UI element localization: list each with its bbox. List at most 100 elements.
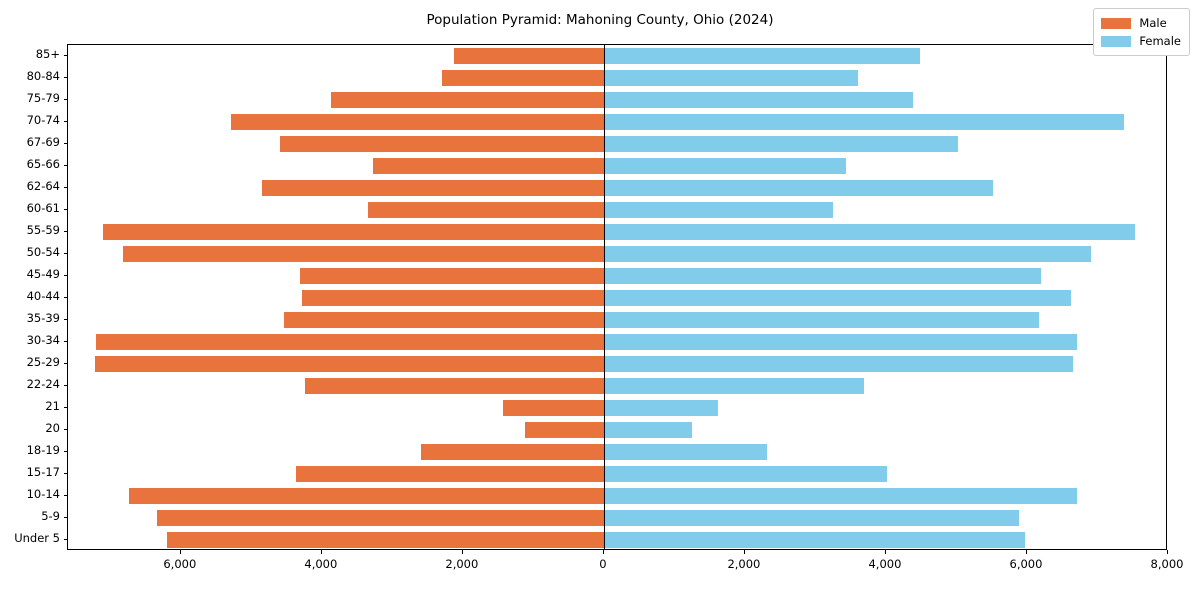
x-tick-label: 6,000 [163, 557, 197, 571]
x-tick-mark [884, 550, 886, 554]
x-tick-mark [602, 550, 604, 554]
x-tick-label: 4,000 [868, 557, 902, 571]
y-tick-label: 30-34 [26, 333, 60, 347]
bar-male [122, 246, 604, 262]
y-tick-label: 80-84 [26, 69, 60, 83]
legend-label-female: Female [1139, 34, 1181, 48]
bar-row [68, 70, 1166, 86]
bar-row [68, 246, 1166, 262]
bar-row [68, 114, 1166, 130]
bar-male [279, 136, 604, 152]
y-tick-mark [63, 275, 67, 276]
y-tick-label: 62-64 [26, 179, 60, 193]
bar-row [68, 48, 1166, 64]
bar-row [68, 510, 1166, 526]
bar-male [283, 312, 604, 328]
bar-female [603, 290, 1071, 306]
bar-male [261, 180, 604, 196]
y-tick-label: 55-59 [26, 223, 60, 237]
bar-male [373, 158, 604, 174]
bar-female [603, 378, 865, 394]
bar-female [603, 246, 1092, 262]
bar-row [68, 180, 1166, 196]
y-tick-mark [63, 517, 67, 518]
bar-female [603, 268, 1042, 284]
bar-female [603, 180, 994, 196]
x-tick-mark [179, 550, 181, 554]
x-tick-label: 2,000 [727, 557, 761, 571]
bar-row [68, 488, 1166, 504]
bar-male [503, 400, 604, 416]
y-tick-mark [63, 451, 67, 452]
bar-row [68, 378, 1166, 394]
bar-row [68, 422, 1166, 438]
x-tick-label: 2,000 [445, 557, 479, 571]
y-tick-mark [63, 55, 67, 56]
chart-legend: Male Female [1093, 8, 1190, 56]
bar-row [68, 92, 1166, 108]
y-tick-label: 60-61 [26, 201, 60, 215]
y-tick-label: 50-54 [26, 245, 60, 259]
bar-male [156, 510, 604, 526]
legend-item-male: Male [1101, 14, 1181, 32]
x-tick-mark [743, 550, 745, 554]
bar-row [68, 532, 1166, 548]
bar-female [603, 136, 958, 152]
y-tick-label: 35-39 [26, 311, 60, 325]
bar-row [68, 268, 1166, 284]
bar-male [331, 92, 604, 108]
bar-female [603, 158, 847, 174]
y-tick-label: 67-69 [26, 135, 60, 149]
y-tick-label: 65-66 [26, 157, 60, 171]
bar-male [302, 290, 604, 306]
bar-male [421, 444, 604, 460]
bar-row [68, 334, 1166, 350]
bar-row [68, 136, 1166, 152]
y-tick-label: 18-19 [26, 443, 60, 457]
y-tick-label: 20 [45, 421, 60, 435]
bar-row [68, 400, 1166, 416]
bar-female [603, 422, 692, 438]
y-tick-mark [63, 253, 67, 254]
y-tick-label: 25-29 [26, 355, 60, 369]
bar-female [603, 334, 1078, 350]
bar-female [603, 532, 1026, 548]
bars-container [68, 45, 1166, 549]
x-tick-mark [1025, 550, 1027, 554]
bar-female [603, 48, 920, 64]
bar-male [94, 356, 604, 372]
y-tick-label: 15-17 [26, 465, 60, 479]
bar-row [68, 466, 1166, 482]
y-tick-mark [63, 187, 67, 188]
bar-male [103, 224, 604, 240]
legend-swatch-male [1101, 17, 1132, 29]
x-tick-label: 0 [599, 557, 607, 571]
bar-row [68, 444, 1166, 460]
y-tick-mark [63, 495, 67, 496]
legend-item-female: Female [1101, 32, 1181, 50]
bar-male [454, 48, 604, 64]
y-tick-mark [63, 143, 67, 144]
y-tick-mark [63, 341, 67, 342]
zero-axis-line [603, 45, 605, 549]
y-tick-label: 5-9 [41, 509, 60, 523]
bar-row [68, 312, 1166, 328]
legend-swatch-female [1101, 35, 1132, 47]
bar-male [295, 466, 604, 482]
bar-female [603, 510, 1019, 526]
legend-label-male: Male [1139, 16, 1167, 30]
y-tick-label: 40-44 [26, 289, 60, 303]
bar-female [603, 224, 1136, 240]
x-tick-mark [1167, 550, 1168, 554]
y-tick-mark [63, 297, 67, 298]
bar-male [442, 70, 604, 86]
bar-male [128, 488, 604, 504]
bar-female [603, 400, 719, 416]
y-tick-mark [63, 165, 67, 166]
y-tick-label: 21 [45, 399, 60, 413]
y-tick-mark [63, 77, 67, 78]
bar-male [299, 268, 604, 284]
y-tick-label: 70-74 [26, 113, 60, 127]
plot-area [67, 44, 1167, 550]
